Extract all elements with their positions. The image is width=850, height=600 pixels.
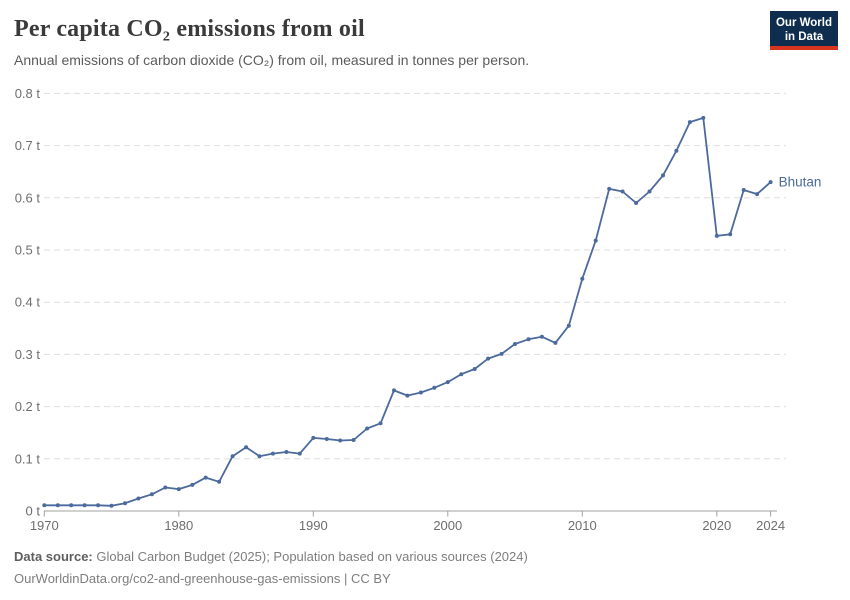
data-point[interactable]: [714, 233, 719, 238]
data-point[interactable]: [566, 323, 571, 328]
page-title: Per capita CO₂ emissions from oil: [14, 16, 365, 42]
x-tick-label: 1980: [164, 518, 193, 533]
data-point[interactable]: [42, 503, 47, 508]
data-point[interactable]: [365, 426, 370, 431]
owid-logo-line2: in Data: [784, 30, 824, 43]
data-point[interactable]: [203, 475, 208, 480]
data-point[interactable]: [607, 186, 612, 191]
y-tick-label: 0.7 t: [15, 138, 41, 153]
owid-logo-line1: Our World: [775, 17, 832, 29]
data-point[interactable]: [728, 232, 733, 237]
data-point[interactable]: [472, 367, 477, 371]
data-point[interactable]: [620, 189, 625, 194]
y-tick-label: 0.1 t: [15, 451, 41, 466]
data-point[interactable]: [378, 421, 383, 426]
data-point[interactable]: [701, 115, 706, 120]
data-point[interactable]: [526, 337, 531, 342]
y-tick-label: 0.2 t: [15, 399, 41, 414]
y-tick-label: 0.4 t: [15, 295, 41, 310]
data-point[interactable]: [513, 342, 517, 346]
data-point[interactable]: [593, 238, 598, 243]
data-point[interactable]: [392, 388, 396, 393]
x-tick-label: 2000: [433, 518, 462, 533]
x-tick-label: 1970: [30, 518, 59, 533]
data-point[interactable]: [418, 390, 423, 395]
data-point[interactable]: [687, 120, 692, 125]
data-point[interactable]: [539, 334, 544, 339]
data-point[interactable]: [136, 496, 141, 501]
data-source-line: Data source: Global Carbon Budget (2025)…: [14, 546, 528, 568]
data-point[interactable]: [311, 435, 316, 440]
y-tick-label: 0.3 t: [15, 347, 41, 362]
data-point[interactable]: [270, 451, 275, 456]
chart-subtitle: Annual emissions of carbon dioxide (CO₂)…: [14, 52, 530, 68]
data-point[interactable]: [163, 485, 168, 490]
data-point[interactable]: [109, 503, 114, 508]
data-point[interactable]: [486, 356, 491, 361]
data-point[interactable]: [647, 189, 652, 194]
data-point[interactable]: [405, 393, 410, 398]
data-point[interactable]: [69, 503, 74, 508]
data-point[interactable]: [580, 276, 585, 281]
emissions-line-chart[interactable]: 0 t 0.1 t 0.2 t 0.3 t 0.4 t 0.5 t 0.6 t 0.7 t 0.…: [0, 85, 850, 540]
data-point[interactable]: [257, 454, 262, 459]
data-source-label: Data source:: [14, 549, 93, 564]
data-point[interactable]: [284, 450, 289, 454]
data-point[interactable]: [432, 385, 437, 390]
x-tick-label: 2024: [756, 518, 785, 533]
data-point[interactable]: [768, 180, 773, 185]
owid-logo: Our World in Data: [770, 11, 838, 50]
data-point[interactable]: [445, 380, 450, 385]
data-point[interactable]: [499, 351, 504, 356]
data-point[interactable]: [123, 501, 127, 506]
x-tick-label: 2010: [568, 518, 597, 533]
data-point[interactable]: [149, 492, 154, 497]
y-tick-label: 0 t: [26, 504, 41, 519]
chart-footer: Data source: Global Carbon Budget (2025)…: [14, 546, 528, 590]
data-point[interactable]: [96, 503, 101, 508]
data-point[interactable]: [459, 372, 464, 377]
data-point[interactable]: [755, 192, 760, 197]
data-point[interactable]: [190, 482, 195, 487]
data-point[interactable]: [297, 451, 302, 456]
data-point[interactable]: [634, 201, 639, 205]
data-point[interactable]: [324, 437, 329, 441]
data-point[interactable]: [338, 438, 343, 443]
data-point[interactable]: [244, 445, 249, 450]
x-tick-label: 2020: [702, 518, 731, 533]
data-point[interactable]: [661, 173, 665, 178]
y-tick-label: 0.6 t: [15, 190, 41, 205]
data-point[interactable]: [674, 148, 679, 153]
credit-line: OurWorldinData.org/co2-and-greenhouse-ga…: [14, 571, 391, 586]
data-point[interactable]: [741, 188, 746, 192]
data-point[interactable]: [553, 340, 558, 345]
data-point[interactable]: [217, 479, 222, 484]
data-point[interactable]: [176, 487, 181, 492]
series-end-label[interactable]: Bhutan: [779, 175, 822, 190]
owid-logo-accent-bar: [770, 46, 838, 50]
data-point[interactable]: [55, 503, 60, 508]
y-tick-label: 0.5 t: [15, 243, 41, 258]
x-tick-label: 1990: [299, 518, 328, 533]
data-point[interactable]: [351, 438, 356, 442]
data-point[interactable]: [82, 503, 87, 508]
data-point[interactable]: [230, 454, 235, 459]
y-tick-label: 0.8 t: [15, 86, 41, 101]
data-source-text: Global Carbon Budget (2025); Population …: [96, 549, 528, 564]
